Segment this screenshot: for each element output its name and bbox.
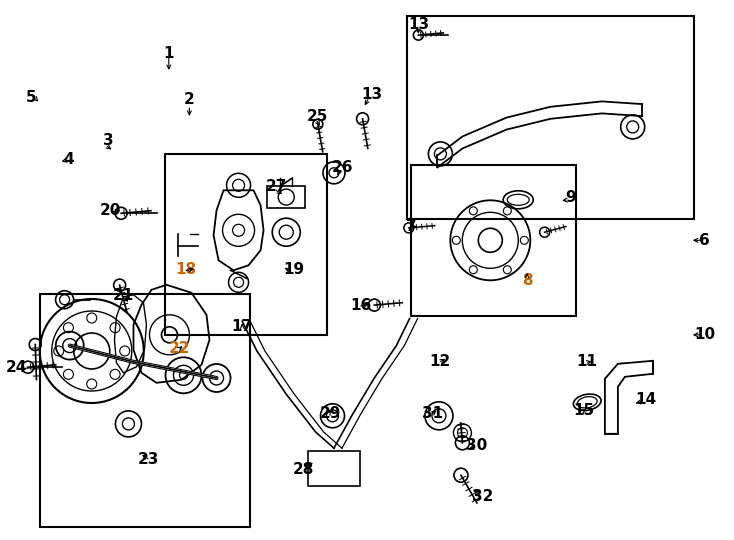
Text: 12: 12 [430, 354, 451, 369]
Bar [40, 294, 250, 526]
Bar [165, 154, 327, 335]
Text: 17: 17 [232, 319, 252, 334]
Text: 4: 4 [63, 152, 73, 167]
Text: 16: 16 [351, 298, 371, 313]
Text: 31: 31 [423, 406, 443, 421]
Text: 19: 19 [283, 262, 304, 278]
Text: 27: 27 [265, 179, 287, 194]
Text: 25: 25 [306, 109, 328, 124]
Text: 32: 32 [471, 489, 493, 504]
Text: 24: 24 [5, 360, 27, 375]
Text: 13: 13 [408, 17, 429, 32]
Text: 8: 8 [522, 273, 532, 288]
Text: 20: 20 [99, 203, 121, 218]
Text: 15: 15 [573, 403, 594, 418]
Text: 23: 23 [137, 451, 159, 467]
Text: 6: 6 [700, 233, 710, 248]
Text: 21: 21 [113, 288, 134, 303]
Text: 3: 3 [103, 133, 114, 148]
Bar [267, 186, 305, 208]
Text: 10: 10 [694, 327, 715, 342]
Text: 2: 2 [184, 92, 195, 107]
Text: 26: 26 [331, 160, 353, 175]
Bar [411, 165, 576, 316]
Text: 29: 29 [319, 406, 341, 421]
Text: 5: 5 [26, 90, 37, 105]
Text: 30: 30 [466, 438, 487, 453]
Bar [407, 16, 694, 219]
Text: 28: 28 [292, 462, 314, 477]
Text: 22: 22 [169, 341, 191, 356]
Text: 18: 18 [175, 262, 196, 278]
Text: 11: 11 [577, 354, 597, 369]
Bar [308, 451, 360, 486]
Text: 13: 13 [361, 87, 382, 102]
Text: 14: 14 [636, 392, 656, 407]
Text: 1: 1 [164, 46, 174, 62]
Text: 7: 7 [406, 219, 416, 234]
Text: 9: 9 [566, 190, 576, 205]
